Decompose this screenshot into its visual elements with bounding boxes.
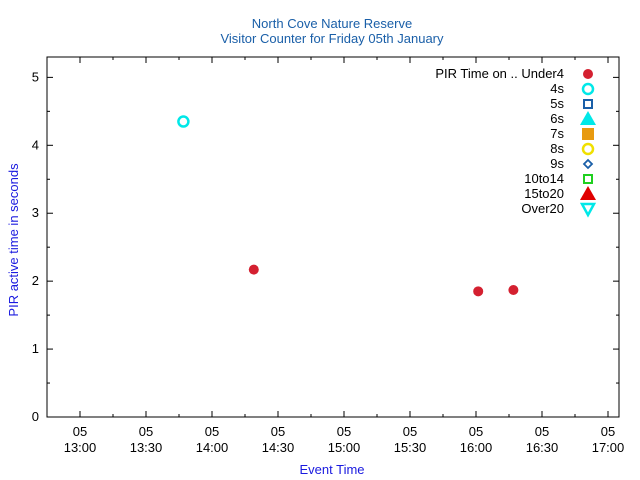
x-tick-date: 05 (205, 424, 219, 439)
legend-marker (583, 99, 593, 109)
legend-label: 5s (550, 96, 564, 111)
legend-marker (583, 69, 593, 79)
y-tick-label: 0 (32, 409, 39, 424)
data-point (248, 264, 259, 275)
x-tick-time: 15:00 (328, 440, 361, 455)
plot-area (46, 56, 620, 418)
legend-marker (579, 202, 597, 218)
data-point (177, 115, 190, 128)
legend-marker (582, 158, 594, 170)
legend-label: 10to14 (524, 171, 564, 186)
x-tick-date: 05 (403, 424, 417, 439)
x-tick-time: 16:30 (526, 440, 559, 455)
legend-marker (583, 174, 593, 184)
legend-marker (580, 186, 596, 200)
legend-label: 15to20 (524, 186, 564, 201)
data-point (508, 284, 519, 295)
y-tick-label: 2 (32, 273, 39, 288)
x-axis-label: Event Time (299, 462, 364, 477)
x-tick-time: 15:30 (394, 440, 427, 455)
x-tick-date: 05 (73, 424, 87, 439)
y-tick-label: 1 (32, 341, 39, 356)
x-tick-date: 05 (535, 424, 549, 439)
x-tick-date: 05 (601, 424, 615, 439)
legend-marker (581, 82, 595, 96)
x-tick-time: 14:00 (196, 440, 229, 455)
chart-subtitle: Visitor Counter for Friday 05th January (220, 31, 444, 46)
chart-title: North Cove Nature Reserve (252, 16, 412, 31)
y-tick-label: 5 (32, 69, 39, 84)
x-tick-time: 17:00 (592, 440, 625, 455)
y-axis: 0 1 2 3 4 5 (32, 69, 619, 424)
legend-label: 4s (550, 81, 564, 96)
legend-label: PIR Time on .. Under4 (435, 66, 564, 81)
legend-label: 9s (550, 156, 564, 171)
legend-marker (580, 111, 596, 125)
legend-marker (581, 142, 595, 156)
y-tick-label: 4 (32, 137, 39, 152)
x-tick-date: 05 (469, 424, 483, 439)
legend-label: Over20 (521, 201, 564, 216)
x-tick-time: 13:00 (64, 440, 97, 455)
x-axis: 0513:000513:300514:000514:300515:000515:… (46, 57, 625, 455)
x-tick-date: 05 (139, 424, 153, 439)
x-tick-time: 13:30 (130, 440, 163, 455)
x-tick-date: 05 (271, 424, 285, 439)
legend-label: 8s (550, 141, 564, 156)
x-tick-time: 16:00 (460, 440, 493, 455)
legend: PIR Time on .. Under44s5s6s7s8s9s10to141… (435, 66, 597, 218)
data-points (177, 115, 519, 297)
data-point (473, 286, 484, 297)
y-axis-label: PIR active time in seconds (6, 163, 21, 317)
legend-label: 7s (550, 126, 564, 141)
y-tick-label: 3 (32, 205, 39, 220)
legend-label: 6s (550, 111, 564, 126)
x-tick-time: 14:30 (262, 440, 295, 455)
legend-marker (582, 128, 594, 140)
x-tick-date: 05 (337, 424, 351, 439)
